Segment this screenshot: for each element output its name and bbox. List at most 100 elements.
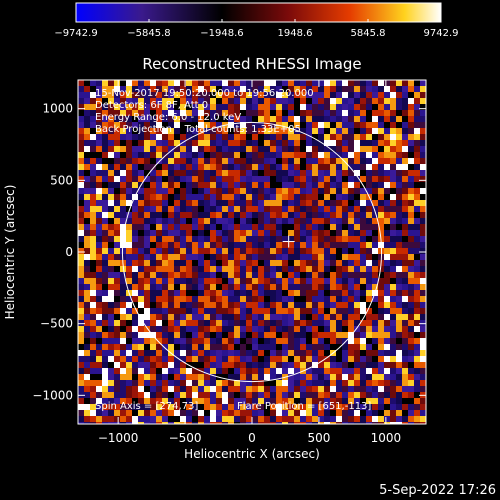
heatmap-cell [120,122,126,128]
heatmap-cell [324,380,330,386]
heatmap-cell [354,224,360,230]
heatmap-cell [90,314,96,320]
heatmap-cell [306,344,312,350]
heatmap-cell [96,320,102,326]
heatmap-cell [336,398,342,404]
heatmap-cell [282,338,288,344]
heatmap-cell [216,308,222,314]
heatmap-cell [120,218,126,224]
heatmap-cell [294,182,300,188]
heatmap-cell [234,104,240,110]
heatmap-cell [132,392,138,398]
heatmap-cell [144,170,150,176]
heatmap-cell [336,116,342,122]
heatmap-cell [366,296,372,302]
heatmap-cell [336,356,342,362]
heatmap-cell [378,278,384,284]
heatmap-cell [174,368,180,374]
heatmap-cell [282,332,288,338]
heatmap-cell [198,284,204,290]
heatmap-cell [408,182,414,188]
heatmap-cell [132,386,138,392]
heatmap-cell [294,110,300,116]
heatmap-cell [288,404,294,410]
heatmap-cell [306,92,312,98]
heatmap-cell [300,416,306,422]
heatmap-cell [384,248,390,254]
heatmap-cell [294,230,300,236]
heatmap-cell [408,200,414,206]
heatmap-cell [186,320,192,326]
heatmap-cell [336,146,342,152]
heatmap-cell [150,110,156,116]
heatmap-cell [96,260,102,266]
heatmap-cell [186,152,192,158]
heatmap-cell [396,230,402,236]
heatmap-cell [336,236,342,242]
heatmap-cell [132,242,138,248]
heatmap-cell [216,332,222,338]
heatmap-cell [246,122,252,128]
heatmap-cell [228,404,234,410]
heatmap-cell [216,176,222,182]
heatmap-cell [288,152,294,158]
heatmap-cell [402,362,408,368]
heatmap-cell [408,206,414,212]
heatmap-cell [174,386,180,392]
heatmap-cell [228,332,234,338]
heatmap-cell [210,104,216,110]
heatmap-cell [264,386,270,392]
heatmap-cell [114,116,120,122]
heatmap-cell [138,254,144,260]
heatmap-cell [318,266,324,272]
heatmap-cell [360,176,366,182]
heatmap-cell [168,164,174,170]
heatmap-cell [324,356,330,362]
heatmap-cell [222,158,228,164]
heatmap-cell [174,134,180,140]
heatmap-cell [240,386,246,392]
heatmap-cell [168,206,174,212]
heatmap-cell [270,104,276,110]
heatmap-cell [78,230,84,236]
heatmap-cell [216,128,222,134]
heatmap-cell [90,272,96,278]
heatmap-cell [246,338,252,344]
heatmap-cell [120,422,126,424]
x-tick-label: 0 [248,431,256,445]
heatmap-cell [96,308,102,314]
heatmap-cell [342,380,348,386]
heatmap-cell [150,248,156,254]
heatmap-cell [288,164,294,170]
heatmap-cell [324,392,330,398]
heatmap-cell [420,164,426,170]
heatmap-cell [276,254,282,260]
heatmap-cell [180,200,186,206]
heatmap-cell [156,350,162,356]
heatmap-cell [198,326,204,332]
heatmap-cell [162,320,168,326]
heatmap-cell [222,386,228,392]
heatmap-cell [102,338,108,344]
heatmap-cell [234,386,240,392]
heatmap-cell [156,320,162,326]
heatmap-cell [180,110,186,116]
heatmap-cell [342,224,348,230]
heatmap-cell [354,122,360,128]
heatmap-cell [180,422,186,424]
heatmap-cell [84,290,90,296]
heatmap-cell [126,344,132,350]
heatmap-cell [228,128,234,134]
heatmap-cell [108,392,114,398]
heatmap-cell [204,326,210,332]
heatmap-cell [84,230,90,236]
heatmap-cell [78,140,84,146]
heatmap-cell [192,254,198,260]
heatmap-cell [198,182,204,188]
heatmap-cell [246,416,252,422]
heatmap-cell [210,86,216,92]
heatmap-cell [408,416,414,422]
heatmap-cell [336,410,342,416]
heatmap-cell [90,230,96,236]
heatmap-cell [384,290,390,296]
